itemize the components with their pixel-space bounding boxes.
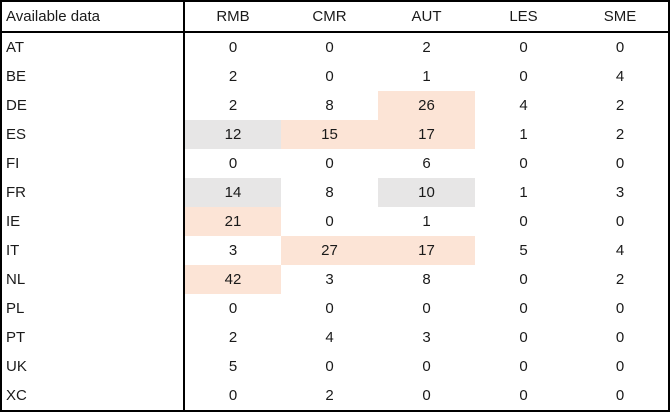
cell: 0	[519, 68, 528, 85]
cell: 0	[519, 329, 528, 346]
cell: 4	[615, 68, 625, 85]
row-label: FR	[1, 178, 185, 207]
row-label: IE	[1, 207, 185, 236]
cell: 5	[228, 358, 238, 375]
cell: 0	[325, 213, 334, 230]
cell: 0	[325, 358, 334, 375]
row-label: UK	[1, 352, 185, 381]
cell: 42	[184, 265, 281, 294]
cell: 0	[228, 387, 238, 404]
cell: 0	[615, 155, 625, 172]
cell: 0	[519, 387, 528, 404]
row-label: DE	[1, 91, 185, 120]
cell: 10	[378, 178, 475, 207]
corner-label: Available data	[1, 1, 185, 33]
cell: 0	[422, 358, 431, 375]
table-row-uk: UK 5 0 0 0 0	[1, 352, 669, 381]
header-row: Available data RMB CMR AUT LES SME	[1, 1, 669, 33]
table-row-be: BE 2 0 1 0 4	[1, 62, 669, 91]
table-row-xc: XC 0 2 0 0 0	[1, 381, 669, 411]
cell: 0	[615, 387, 625, 404]
cell: 0	[325, 68, 334, 85]
cell: 4	[519, 97, 528, 114]
cell: 27	[281, 236, 378, 265]
table-row-nl: NL 42 3 8 0 2	[1, 265, 669, 294]
col-header-aut: AUT	[378, 1, 475, 33]
cell: 0	[519, 271, 528, 288]
cell: 0	[519, 213, 528, 230]
cell: 6	[422, 155, 431, 172]
table-row-pl: PL 0 0 0 0 0	[1, 294, 669, 323]
cell: 17	[378, 236, 475, 265]
row-label: FI	[1, 149, 185, 178]
row-label: XC	[1, 381, 185, 411]
cell: 0	[615, 358, 625, 375]
cell: 0	[615, 300, 625, 317]
cell: 1	[422, 213, 431, 230]
cell: 2	[422, 39, 431, 56]
table-row-at: AT 0 0 2 0 0	[1, 32, 669, 62]
row-label: NL	[1, 265, 185, 294]
cell: 0	[519, 358, 528, 375]
cell: 0	[422, 387, 431, 404]
cell: 2	[615, 126, 625, 143]
cell: 3	[615, 184, 625, 201]
row-label: IT	[1, 236, 185, 265]
cell: 4	[615, 242, 625, 259]
cell: 5	[519, 242, 528, 259]
cell: 21	[184, 207, 281, 236]
cell: 2	[228, 97, 238, 114]
col-header-les: LES	[475, 1, 572, 33]
cell: 3	[325, 271, 334, 288]
table-row-es: ES 12 15 17 1 2	[1, 120, 669, 149]
cell: 26	[378, 91, 475, 120]
cell: 0	[325, 155, 334, 172]
cell: 8	[325, 184, 334, 201]
table-row-fi: FI 0 0 6 0 0	[1, 149, 669, 178]
cell: 1	[519, 126, 528, 143]
table-row-fr: FR 14 8 10 1 3	[1, 178, 669, 207]
cell: 17	[378, 120, 475, 149]
cell: 2	[228, 68, 238, 85]
cell: 3	[422, 329, 431, 346]
cell: 12	[184, 120, 281, 149]
cell: 1	[519, 184, 528, 201]
table-row-ie: IE 21 0 1 0 0	[1, 207, 669, 236]
cell: 0	[519, 155, 528, 172]
cell: 1	[422, 68, 431, 85]
cell: 0	[519, 300, 528, 317]
col-header-sme: SME	[572, 1, 669, 33]
cell: 14	[184, 178, 281, 207]
col-header-rmb: RMB	[184, 1, 281, 33]
cell: 0	[325, 300, 334, 317]
cell: 2	[325, 387, 334, 404]
table-row-it: IT 3 27 17 5 4	[1, 236, 669, 265]
cell: 8	[325, 97, 334, 114]
cell: 0	[325, 39, 334, 56]
row-label: AT	[1, 32, 185, 62]
table-row-de: DE 2 8 26 4 2	[1, 91, 669, 120]
cell: 2	[615, 271, 625, 288]
cell: 15	[281, 120, 378, 149]
cell: 2	[615, 97, 625, 114]
row-label: BE	[1, 62, 185, 91]
cell: 2	[228, 329, 238, 346]
cell: 0	[228, 155, 238, 172]
cell: 0	[615, 213, 625, 230]
cell: 0	[228, 300, 238, 317]
cell: 4	[325, 329, 334, 346]
cell: 0	[228, 39, 238, 56]
row-label: PT	[1, 323, 185, 352]
cell: 0	[615, 329, 625, 346]
row-label: ES	[1, 120, 185, 149]
table-row-pt: PT 2 4 3 0 0	[1, 323, 669, 352]
cell: 3	[228, 242, 238, 259]
cell: 8	[422, 271, 431, 288]
cell: 0	[422, 300, 431, 317]
cell: 0	[519, 39, 528, 56]
row-label: PL	[1, 294, 185, 323]
col-header-cmr: CMR	[281, 1, 378, 33]
cell: 0	[615, 39, 625, 56]
